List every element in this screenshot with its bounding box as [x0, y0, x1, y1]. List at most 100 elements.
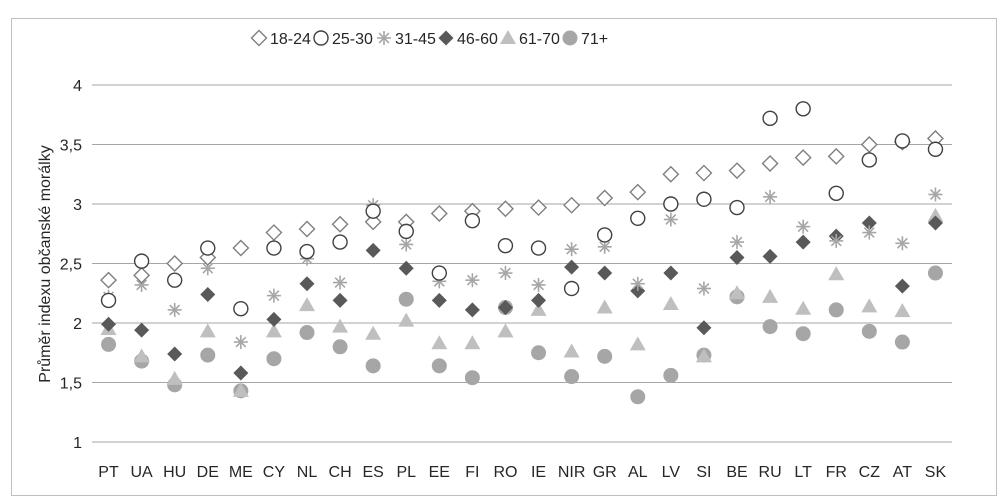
point-61-70-NL: [299, 297, 315, 312]
point-71+-NIR: [564, 369, 580, 385]
y-tick-label: 1,5: [60, 376, 82, 393]
y-tick-label: 3,5: [60, 138, 82, 155]
point-46-60-NIR: [564, 259, 580, 275]
x-tick-label: CZ: [859, 464, 881, 481]
point-31-45-BE: [730, 235, 744, 250]
point-25-30-IE: [530, 240, 547, 256]
x-tick-label: ES: [362, 464, 383, 481]
point-31-45-RU: [763, 189, 778, 204]
point-61-70-NIR: [563, 343, 580, 358]
point-61-70-FI: [464, 335, 481, 350]
point-25-30-NL: [299, 243, 315, 260]
point-31-45-FI: [465, 273, 480, 288]
x-tick-label: FI: [465, 464, 479, 481]
y-tick-label: 2,5: [60, 257, 82, 274]
x-tick-label: HU: [163, 464, 186, 481]
point-71+-GR: [597, 348, 613, 364]
point-71+-PT: [101, 336, 117, 352]
point-18-24-RU: [761, 155, 779, 173]
point-18-24-BE: [728, 162, 746, 180]
point-25-30-PL: [398, 223, 414, 240]
point-46-60-CY: [266, 311, 282, 327]
point-25-30-ES: [365, 203, 381, 219]
x-tick-label: GR: [593, 464, 617, 481]
point-71+-IE: [531, 345, 547, 361]
point-18-24-IE: [530, 199, 548, 217]
legend-label: 18-24: [270, 31, 311, 48]
x-tick-label: NL: [297, 464, 318, 481]
legend-label: 71+: [581, 31, 608, 48]
point-46-60-LV: [663, 265, 679, 281]
point-31-45-IE: [531, 277, 546, 292]
x-tick-label: AL: [628, 464, 648, 481]
x-tick-label: RU: [759, 464, 782, 481]
point-25-30-HU: [166, 272, 183, 288]
point-61-70-BE: [729, 285, 745, 300]
point-71+-FR: [828, 302, 844, 318]
x-tick-label: RO: [493, 464, 517, 481]
point-46-60-AT: [894, 278, 910, 294]
x-tick-label: UA: [130, 464, 153, 481]
point-61-70-CY: [265, 323, 282, 338]
point-31-45-NIR: [564, 242, 579, 257]
data-points: [100, 101, 944, 405]
point-18-24-HU: [166, 255, 184, 272]
point-46-60-BE: [729, 250, 745, 266]
point-18-24-GR: [596, 189, 614, 207]
point-25-30-GR: [596, 227, 613, 243]
point-71+-LV: [663, 367, 679, 383]
point-25-30-CZ: [861, 152, 878, 168]
point-31-45-RO: [498, 266, 513, 281]
y-tick-label: 3: [73, 197, 82, 214]
legend-label: 46-60: [457, 31, 498, 48]
point-25-30-SI: [696, 191, 712, 207]
point-71+-NL: [299, 325, 315, 341]
point-61-70-ES: [365, 325, 382, 340]
point-61-70-CH: [332, 318, 349, 333]
point-31-45-AT: [895, 236, 910, 251]
point-31-45-LV: [663, 212, 678, 227]
point-31-45-SK: [928, 187, 943, 202]
y-tick-label: 1: [73, 435, 82, 452]
point-46-60-RO: [497, 300, 513, 316]
point-25-30-NIR: [563, 280, 580, 297]
point-18-24-SI: [695, 164, 713, 182]
point-46-60-PT: [101, 316, 117, 332]
legend-label: 31-45: [395, 31, 436, 48]
point-71+-PL: [398, 291, 414, 307]
point-18-24-ME: [232, 239, 250, 257]
point-18-24-CZ: [860, 136, 878, 153]
point-31-45-LT: [796, 219, 811, 234]
point-71+-CY: [266, 351, 282, 367]
point-18-24-FR: [827, 147, 845, 165]
point-71+-CH: [332, 339, 348, 355]
point-46-60-UA: [134, 322, 150, 338]
legend-marker-46-60: [438, 30, 454, 46]
point-25-30-CY: [266, 240, 282, 256]
point-18-24-AL: [629, 183, 647, 201]
point-61-70-ME: [232, 382, 249, 397]
point-61-70-SI: [695, 348, 712, 363]
point-71+-AL: [630, 389, 646, 405]
point-31-45-CY: [266, 288, 281, 303]
point-61-70-AT: [894, 303, 911, 318]
point-18-24-CY: [265, 224, 283, 242]
point-18-24-PT: [100, 271, 118, 289]
y-axis-label: Průměr indexu občanské morálky: [36, 145, 54, 382]
point-18-24-LV: [662, 165, 680, 183]
point-25-30-FR: [828, 185, 844, 201]
point-46-60-PL: [398, 260, 414, 276]
point-31-45-SI: [696, 281, 711, 296]
point-61-70-UA: [133, 348, 150, 363]
point-18-24-CH: [331, 215, 349, 233]
point-61-70-RU: [762, 288, 779, 303]
point-46-60-EE: [431, 292, 447, 308]
point-25-30-DE: [200, 240, 216, 256]
point-25-30-SK: [927, 141, 944, 157]
x-tick-label: EE: [429, 464, 450, 481]
point-61-70-PL: [398, 312, 415, 327]
legend-label: 61-70: [519, 31, 560, 48]
y-tick-label: 4: [73, 78, 82, 95]
point-31-45-HU: [167, 302, 182, 317]
point-18-24-NL: [298, 220, 316, 238]
